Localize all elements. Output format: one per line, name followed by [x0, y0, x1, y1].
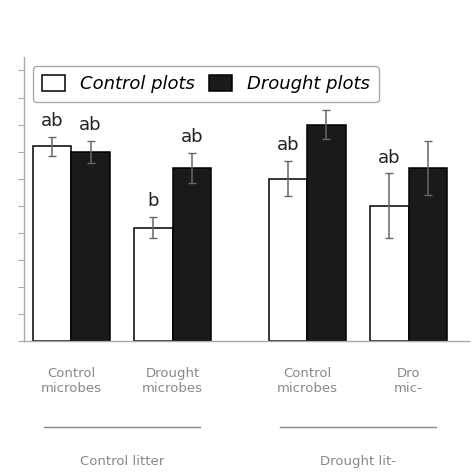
Text: ab: ab — [41, 112, 64, 130]
Text: Drought
microbes: Drought microbes — [142, 367, 203, 395]
Text: ab: ab — [378, 148, 401, 166]
Bar — [409, 168, 447, 341]
Bar — [71, 152, 110, 341]
Text: Control
microbes: Control microbes — [41, 367, 102, 395]
Text: Drought lit-: Drought lit- — [320, 455, 396, 468]
Text: Control
microbes: Control microbes — [277, 367, 338, 395]
Bar — [307, 125, 346, 341]
Bar — [173, 168, 211, 341]
Bar — [370, 206, 409, 341]
Text: Control litter: Control litter — [80, 455, 164, 468]
Text: Dro
mic-: Dro mic- — [394, 367, 423, 395]
Text: ab: ab — [277, 137, 299, 155]
Bar — [33, 146, 71, 341]
Text: a: a — [321, 85, 332, 103]
Bar — [269, 179, 307, 341]
Legend: Control plots, Drought plots: Control plots, Drought plots — [33, 66, 379, 102]
Text: ab: ab — [181, 128, 203, 146]
Bar — [134, 228, 173, 341]
Text: ab: ab — [79, 116, 102, 134]
Text: b: b — [147, 192, 159, 210]
